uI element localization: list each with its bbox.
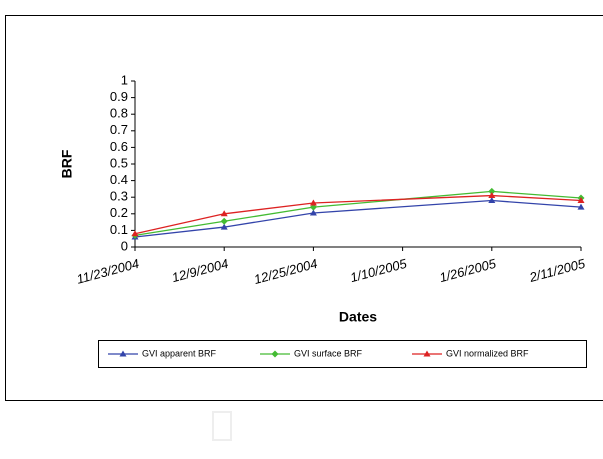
legend-label: GVI normalized BRF <box>446 348 529 358</box>
y-tick-label: 0.7 <box>110 122 128 137</box>
data-point <box>577 203 585 210</box>
legend-marker <box>423 350 431 357</box>
x-axis-title: Dates <box>339 309 377 325</box>
legend-box <box>98 340 587 368</box>
y-tick-label: 0.4 <box>110 172 128 187</box>
data-point <box>220 210 228 217</box>
data-point <box>309 199 317 206</box>
data-point <box>488 187 496 195</box>
data-point <box>577 197 585 204</box>
data-point <box>488 192 496 199</box>
y-tick-label: 1 <box>121 72 128 87</box>
data-point <box>309 209 317 216</box>
legend-label: GVI apparent BRF <box>142 348 217 358</box>
y-tick-label: 0.9 <box>110 89 128 104</box>
data-point <box>220 217 228 225</box>
y-axis-title: BRF <box>59 149 75 178</box>
y-tick-label: 0.8 <box>110 106 128 121</box>
legend-marker <box>271 350 279 358</box>
data-point <box>488 197 496 204</box>
watermark <box>212 411 232 441</box>
y-tick-label: 0.3 <box>110 189 128 204</box>
y-tick-label: 0.5 <box>110 155 128 170</box>
data-point <box>131 230 139 237</box>
legend-label: GVI surface BRF <box>294 348 363 358</box>
legend-marker <box>119 350 127 357</box>
y-tick-label: 0.1 <box>110 222 128 237</box>
data-point <box>220 223 228 230</box>
y-tick-label: 0.2 <box>110 205 128 220</box>
y-tick-label: 0.6 <box>110 139 128 154</box>
y-tick-label: 0 <box>121 238 128 253</box>
